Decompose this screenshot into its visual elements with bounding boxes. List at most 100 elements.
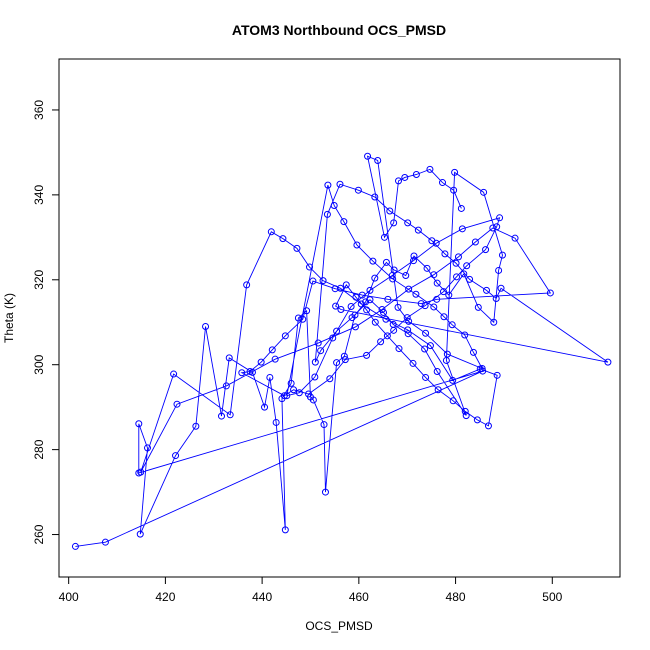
y-tick-label: 340 xyxy=(32,185,46,205)
data-point xyxy=(336,180,344,188)
data-point xyxy=(352,293,360,301)
data-point xyxy=(449,397,457,405)
data-point xyxy=(353,241,361,249)
x-axis: 400 420 440 460 480 500 xyxy=(59,577,563,604)
data-point xyxy=(341,356,349,364)
data-point xyxy=(384,295,392,303)
data-point xyxy=(426,342,434,350)
data-point xyxy=(404,326,412,334)
data-point xyxy=(483,286,491,294)
data-point xyxy=(311,373,319,381)
x-tick-label: 400 xyxy=(59,590,79,604)
data-point xyxy=(466,275,474,283)
data-point xyxy=(440,313,448,321)
data-point xyxy=(454,253,462,261)
data-point xyxy=(377,338,385,346)
data-point xyxy=(366,286,374,294)
data-point xyxy=(299,315,307,323)
data-point xyxy=(357,300,365,308)
data-point xyxy=(371,193,379,201)
data-point xyxy=(351,323,359,331)
data-point xyxy=(433,367,441,375)
data-point xyxy=(460,270,468,278)
data-point xyxy=(469,348,477,356)
data-point xyxy=(271,355,279,363)
data-point xyxy=(461,331,469,339)
data-point xyxy=(305,390,313,398)
data-point xyxy=(363,306,371,314)
data-point xyxy=(457,204,465,212)
data-point xyxy=(309,277,317,285)
data-point xyxy=(261,403,269,411)
data-point xyxy=(324,181,332,189)
data-point xyxy=(333,327,341,335)
data-point xyxy=(137,468,145,476)
x-tick-label: 420 xyxy=(155,590,175,604)
data-point xyxy=(417,300,425,308)
data-point xyxy=(340,218,348,226)
data-point xyxy=(405,285,413,293)
data-point xyxy=(342,281,350,289)
data-point xyxy=(383,332,391,340)
data-point xyxy=(136,530,144,538)
data-point xyxy=(484,422,492,430)
data-point xyxy=(493,223,501,231)
data-point xyxy=(386,207,394,215)
data-point xyxy=(430,303,438,311)
data-point xyxy=(471,238,479,246)
data-point xyxy=(371,318,379,326)
data-point xyxy=(192,422,200,430)
data-point xyxy=(422,373,430,381)
data-point xyxy=(402,272,410,280)
data-point xyxy=(433,295,441,303)
data-point xyxy=(405,317,413,325)
data-point xyxy=(226,411,234,419)
data-point xyxy=(268,346,276,354)
data-point xyxy=(546,289,554,297)
data-point xyxy=(482,246,490,254)
data-point xyxy=(458,225,466,233)
data-point xyxy=(452,259,460,267)
data-point xyxy=(333,359,341,367)
data-point xyxy=(412,170,420,178)
data-point xyxy=(493,371,501,379)
chart-title: ATOM3 Northbound OCS_PMSD xyxy=(232,22,446,38)
data-point xyxy=(495,266,503,274)
data-point xyxy=(395,177,403,185)
data-point xyxy=(364,152,372,160)
x-tick-label: 480 xyxy=(446,590,466,604)
data-point xyxy=(225,354,233,362)
plot-area xyxy=(71,152,612,550)
data-point xyxy=(309,396,317,404)
data-point xyxy=(443,350,451,358)
data-point xyxy=(371,274,379,282)
data-point xyxy=(450,186,458,194)
data-point xyxy=(217,412,225,420)
data-point xyxy=(382,258,390,266)
data-point xyxy=(394,303,402,311)
data-point xyxy=(294,314,302,322)
data-point xyxy=(389,275,397,283)
data-point xyxy=(293,244,301,252)
data-point xyxy=(348,314,356,322)
data-point xyxy=(378,306,386,314)
data-point xyxy=(144,444,152,452)
y-axis-label: Theta (K) xyxy=(2,293,16,343)
data-point xyxy=(390,219,398,227)
data-point xyxy=(496,214,504,222)
data-point xyxy=(463,262,471,270)
data-point xyxy=(409,359,417,367)
data-point xyxy=(473,416,481,424)
y-tick-label: 320 xyxy=(32,269,46,289)
data-point xyxy=(380,233,388,241)
data-point xyxy=(445,291,453,299)
data-point xyxy=(246,367,254,375)
data-point xyxy=(366,296,374,304)
data-point xyxy=(283,392,291,400)
data-point xyxy=(497,284,505,292)
data-point xyxy=(337,306,345,314)
data-point xyxy=(422,329,430,337)
data-point xyxy=(303,307,311,315)
data-point xyxy=(267,228,275,236)
